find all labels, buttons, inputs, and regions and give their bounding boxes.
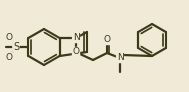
Text: S: S: [13, 42, 19, 52]
Text: O: O: [104, 36, 111, 45]
Text: N: N: [73, 33, 79, 43]
Text: O: O: [5, 53, 12, 61]
Text: N: N: [117, 54, 123, 62]
Text: O: O: [5, 33, 12, 43]
Text: O: O: [73, 47, 80, 56]
